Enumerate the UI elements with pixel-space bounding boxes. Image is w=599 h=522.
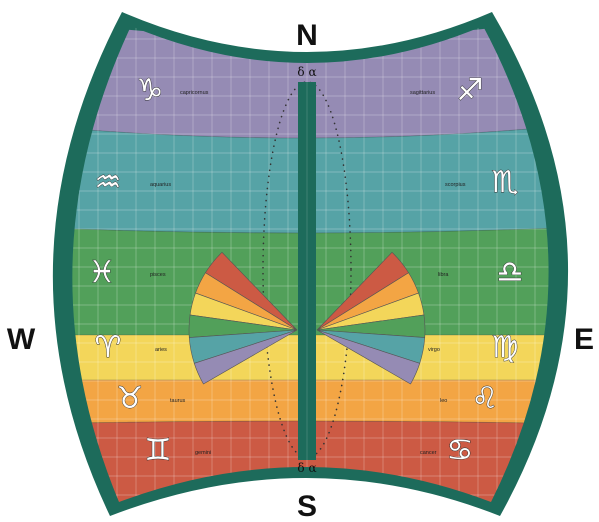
sign-label-cancer: cancer bbox=[420, 450, 437, 456]
central-fan bbox=[188, 251, 426, 385]
meridian-bar bbox=[298, 82, 316, 460]
cancer-icon: ♋ bbox=[447, 433, 474, 468]
sign-label-libra: libra bbox=[438, 272, 449, 278]
sagittarius-icon: ♐ bbox=[457, 73, 484, 108]
compass-south: S bbox=[297, 490, 317, 522]
sign-label-aquarius: aquarius bbox=[150, 182, 171, 188]
gemini-icon: ♊ bbox=[145, 433, 172, 468]
sign-label-capricornus: capricornus bbox=[180, 90, 209, 96]
aries-icon: ♈ bbox=[95, 330, 122, 365]
sign-labels: ♑ capricornus ♐ sagittarius ♒ aquarius ♏ scorpi… bbox=[88, 73, 524, 469]
sign-label-taurus: taurus bbox=[170, 398, 186, 404]
taurus-icon: ♉ bbox=[117, 381, 144, 416]
sign-label-sagittarius: sagittarius bbox=[410, 90, 435, 96]
central-meridian bbox=[298, 82, 316, 460]
capricornus-icon: ♑ bbox=[137, 73, 164, 108]
fan-wedge-purple bbox=[193, 329, 298, 385]
sign-label-leo: leo bbox=[440, 398, 447, 404]
compass-west: W bbox=[7, 323, 36, 356]
libra-icon: ♎ bbox=[497, 255, 524, 290]
sign-label-gemini: gemini bbox=[195, 450, 211, 456]
virgo-icon: ♍ bbox=[492, 330, 519, 365]
fan-wedge-purple bbox=[316, 329, 421, 385]
dotted-ellipse bbox=[262, 81, 352, 459]
sign-label-aries: aries bbox=[155, 347, 167, 353]
aquarius-icon: ♒ bbox=[95, 165, 122, 200]
sign-label-scorpius: scorpius bbox=[445, 182, 466, 188]
meridian-top-label: δ α bbox=[297, 65, 316, 79]
compass-east: E bbox=[574, 323, 594, 356]
meridian-bottom-label: δ α bbox=[297, 461, 316, 475]
compass-north: N bbox=[296, 19, 318, 52]
sign-label-virgo: virgo bbox=[428, 347, 440, 353]
leo-icon: ♌ bbox=[472, 381, 499, 416]
band-purple bbox=[72, 26, 549, 138]
sign-label-pisces: pisces bbox=[150, 272, 166, 278]
scorpius-icon: ♏ bbox=[492, 165, 519, 200]
pisces-icon: ♓ bbox=[89, 255, 116, 290]
